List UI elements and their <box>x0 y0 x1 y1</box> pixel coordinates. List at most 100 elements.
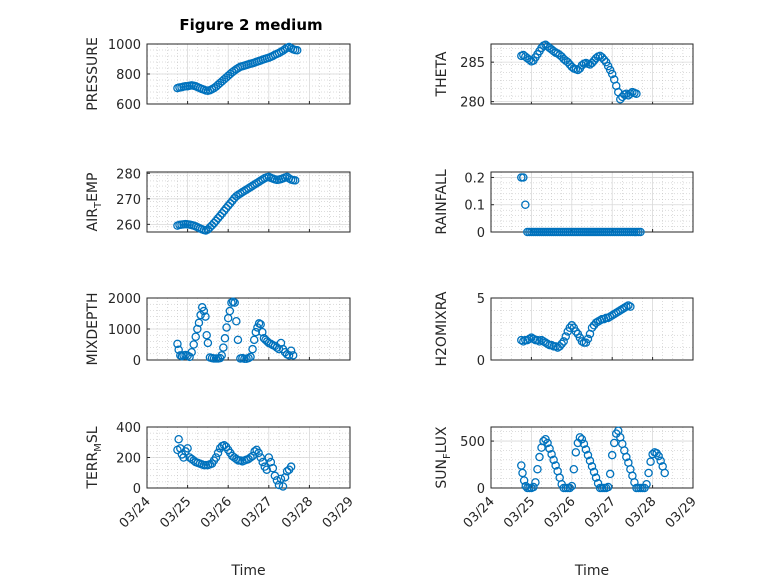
x-tick-label: 03/27 <box>239 494 276 531</box>
data-point <box>201 312 210 321</box>
data-point <box>268 463 278 473</box>
data-point <box>624 301 633 310</box>
y-tick-label: 285 <box>460 56 485 71</box>
data-point <box>535 452 544 462</box>
data-point <box>660 468 669 478</box>
data-point <box>561 332 570 341</box>
data-point <box>256 453 265 462</box>
data-point <box>258 327 267 337</box>
x-tick-label: 03/28 <box>622 494 659 531</box>
data-point <box>642 479 651 489</box>
y-tick-label: 280 <box>116 167 141 182</box>
x-tick-label: 03/25 <box>501 494 538 531</box>
data-point <box>246 352 255 362</box>
data-point <box>539 436 548 446</box>
data-point <box>529 482 538 492</box>
data-point <box>567 481 577 491</box>
y-tick-label: 1000 <box>108 323 141 338</box>
y-tick-label: 200 <box>116 452 141 467</box>
data-point <box>219 343 228 352</box>
data-point <box>194 318 204 328</box>
subplot-sun_flux: 0 500 SUNFLUX 03/24 03/25 03/26 03/27 03/28 03/2… <box>434 426 700 579</box>
data-point <box>609 438 619 448</box>
x-tick-label: 03/26 <box>198 494 235 531</box>
subplot-mixdepth: 0 1000 2000 MIXDEPTH <box>85 292 351 369</box>
data-point <box>262 465 272 474</box>
data-point <box>173 339 182 349</box>
data-point <box>567 321 577 330</box>
y-tick-label: 500 <box>460 435 485 450</box>
data-point <box>587 462 597 471</box>
data-point <box>587 323 597 333</box>
data-point <box>185 352 194 362</box>
data-point <box>183 444 192 453</box>
data-point <box>622 452 631 462</box>
data-point <box>622 89 631 98</box>
data-point <box>535 337 544 346</box>
data-point <box>230 298 239 307</box>
data-point <box>656 456 665 466</box>
y-tick-label: 2000 <box>108 292 141 307</box>
y-tick-label: 5 <box>477 292 485 307</box>
data-point <box>585 456 595 466</box>
data-point <box>191 332 200 341</box>
data-point <box>272 476 282 485</box>
data-point <box>278 482 288 491</box>
axes-border <box>490 43 694 105</box>
axes-border <box>490 297 694 361</box>
data-point <box>555 342 564 351</box>
data-point <box>219 206 229 216</box>
y-tick-label: 400 <box>116 421 141 436</box>
data-point <box>292 46 302 55</box>
data-point <box>217 209 227 218</box>
subplot-pressure: 600 800 1000 PRESSURE <box>85 37 351 113</box>
data-point <box>603 482 613 492</box>
data-point <box>547 449 556 459</box>
y-tick-label: 0 <box>133 354 141 369</box>
data-point <box>286 346 296 355</box>
data-point <box>583 450 593 460</box>
data-point <box>569 464 579 474</box>
subplot-h2omixra: 0 5 H2OMIXRA <box>434 291 694 369</box>
x-axis-label: Time <box>574 563 609 579</box>
y-axis-label: PRESSURE <box>85 37 101 111</box>
data-point <box>622 302 631 311</box>
data-point <box>565 323 575 333</box>
data-point <box>543 438 552 448</box>
data-point <box>288 351 298 360</box>
y-tick-label: 280 <box>460 96 485 111</box>
y-tick-label: 0.1 <box>464 199 485 214</box>
y-tick-label: 0 <box>133 482 141 497</box>
data-point <box>607 69 617 79</box>
data-point <box>571 327 581 336</box>
data-point <box>648 449 657 459</box>
data-point <box>220 334 230 343</box>
data-point <box>557 339 566 349</box>
data-point <box>599 55 609 65</box>
data-point <box>248 344 257 354</box>
data-point <box>251 327 261 337</box>
data-point <box>258 457 267 467</box>
data-point <box>577 434 587 444</box>
data-point <box>517 335 526 345</box>
y-tick-label: 270 <box>116 193 141 208</box>
series-points <box>517 301 635 352</box>
data-point <box>575 433 585 442</box>
data-point <box>250 447 259 456</box>
y-tick-label: 1000 <box>108 38 141 53</box>
data-point <box>601 57 611 67</box>
data-point <box>646 457 655 466</box>
y-axis-label: SUNFLUX <box>434 426 453 489</box>
data-point <box>519 173 528 182</box>
data-point <box>581 445 591 454</box>
subplot-grid: 600 800 1000 PRESSURE 280 285 THETA 260 270 280 AI… <box>85 37 700 579</box>
data-point <box>222 323 231 332</box>
x-tick-label: 03/24 <box>461 494 498 531</box>
data-point <box>233 335 243 345</box>
data-point <box>174 434 183 444</box>
data-point <box>605 469 615 479</box>
x-tick-label: 03/28 <box>279 494 316 531</box>
data-point <box>225 199 235 208</box>
